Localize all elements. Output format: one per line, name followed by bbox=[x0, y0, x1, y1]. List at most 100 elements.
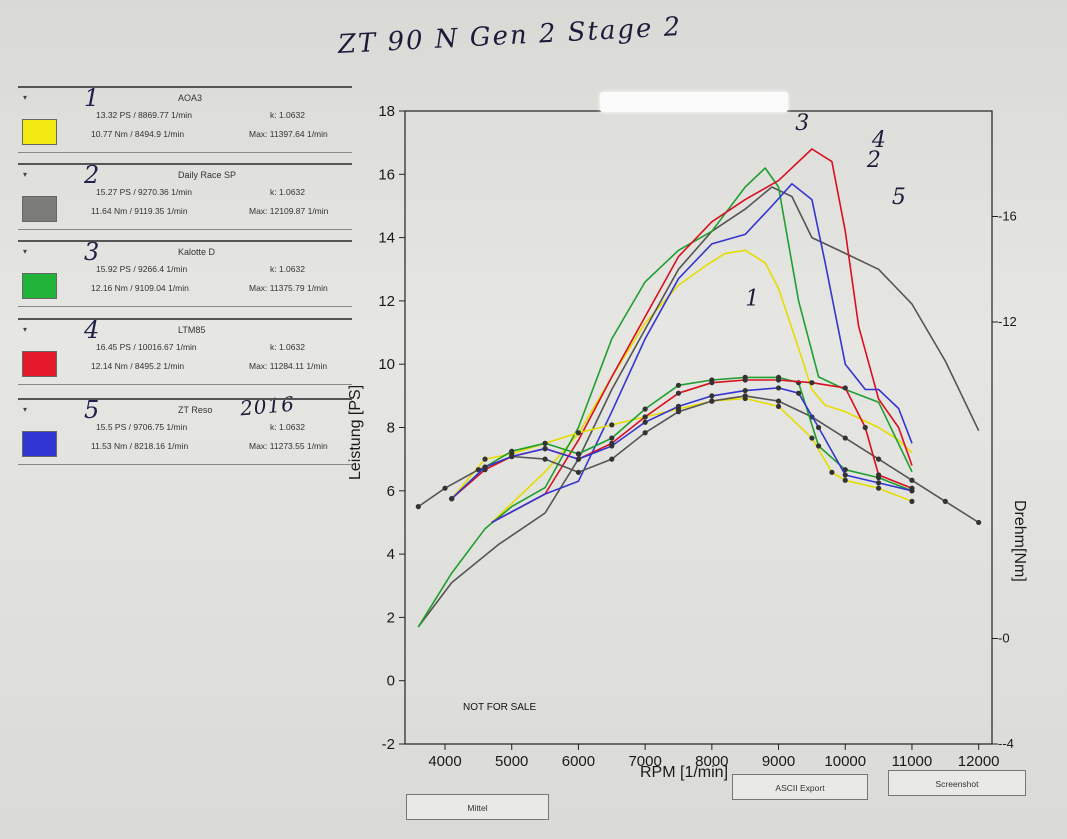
expand-toggle-icon[interactable]: ▾ bbox=[23, 170, 28, 179]
legend-panel-5[interactable]: ▾ 5 ZT Reso 15.5 PS / 9706.75 1/min k: 1… bbox=[18, 396, 352, 465]
torque-point-1 bbox=[876, 485, 882, 491]
x-tick-label: 6000 bbox=[562, 753, 595, 770]
peak-torque: 10.77 Nm / 8494.9 1/min bbox=[91, 129, 185, 139]
max-rpm: Max: 12109.87 1/min bbox=[249, 206, 329, 216]
expand-toggle-icon[interactable]: ▾ bbox=[23, 93, 28, 102]
y-tick-label: 4 bbox=[387, 546, 395, 563]
torque-point-2 bbox=[909, 477, 915, 483]
torque-point-2 bbox=[442, 485, 448, 491]
peak-power: 13.32 PS / 8869.77 1/min bbox=[96, 110, 192, 120]
legend-panel-1[interactable]: ▾ 1 AOA3 13.32 PS / 8869.77 1/min k: 1.0… bbox=[18, 84, 352, 153]
torque-point-5 bbox=[609, 443, 615, 449]
x-tick-label: 10000 bbox=[824, 753, 866, 770]
x-tick-label: 9000 bbox=[762, 753, 795, 770]
torque-point-5 bbox=[909, 488, 915, 494]
torque-point-4 bbox=[775, 377, 782, 383]
peak-power: 16.45 PS / 10016.67 1/min bbox=[96, 342, 197, 352]
y-axis-right: --4 -0 -12 -16 bbox=[992, 209, 1017, 751]
power-line-5 bbox=[491, 183, 913, 524]
max-rpm: Max: 11375.79 1/min bbox=[249, 283, 328, 293]
y2-axis-title: Drehm[Nm] bbox=[1011, 500, 1028, 582]
color-swatch[interactable] bbox=[22, 431, 57, 457]
curve-number-label: 5 bbox=[892, 185, 906, 210]
legend-panel-4[interactable]: ▾ 4 LTM85 16.45 PS / 10016.67 1/min k: 1… bbox=[18, 316, 352, 385]
torque-point-5 bbox=[815, 424, 822, 431]
peak-power: 15.27 PS / 9270.36 1/min bbox=[96, 187, 192, 197]
torque-point-3 bbox=[815, 443, 822, 449]
torque-point-3 bbox=[542, 440, 548, 446]
torque-point-2 bbox=[415, 504, 421, 510]
color-swatch[interactable] bbox=[22, 351, 57, 377]
torque-point-5 bbox=[742, 387, 748, 394]
torque-point-2 bbox=[709, 398, 715, 404]
torque-point-1 bbox=[809, 435, 815, 441]
torque-point-2 bbox=[876, 456, 882, 462]
y2-tick-label: --4 bbox=[998, 736, 1014, 751]
torque-point-5 bbox=[675, 403, 682, 409]
torque-point-3 bbox=[675, 382, 682, 388]
torque-point-2 bbox=[642, 430, 648, 436]
max-rpm: Max: 11284.11 1/min bbox=[249, 361, 328, 371]
power-line-2 bbox=[417, 186, 980, 628]
color-swatch[interactable] bbox=[22, 119, 57, 145]
torque-point-2 bbox=[842, 435, 848, 441]
panel-number: 3 bbox=[84, 238, 100, 266]
peak-power: 15.5 PS / 9706.75 1/min bbox=[96, 422, 188, 432]
y-tick-label: 0 bbox=[387, 673, 395, 690]
torque-line-3 bbox=[451, 376, 913, 500]
torque-point-4 bbox=[642, 414, 648, 420]
color-swatch[interactable] bbox=[22, 273, 57, 299]
torque-point-2 bbox=[575, 469, 582, 475]
y-axis-left: -2 0 2 4 6 8 10 12 14 16 18 bbox=[378, 103, 405, 753]
max-rpm: Max: 11273.55 1/min bbox=[249, 441, 328, 451]
expand-toggle-icon[interactable]: ▾ bbox=[23, 405, 28, 414]
torque-point-1 bbox=[842, 477, 848, 483]
run-name: Kalotte D bbox=[178, 247, 216, 257]
torque-point-4 bbox=[809, 380, 815, 386]
correction-factor: k: 1.0632 bbox=[270, 342, 305, 352]
ascii-export-button[interactable]: ASCII Export bbox=[732, 774, 868, 800]
power-line-4 bbox=[491, 148, 913, 524]
correction-factor: k: 1.0632 bbox=[270, 422, 305, 432]
run-name: Daily Race SP bbox=[178, 170, 237, 180]
power-line-3 bbox=[417, 167, 913, 628]
torque-point-2 bbox=[542, 456, 548, 462]
curve-number-label: 2 bbox=[866, 148, 881, 173]
mittel-button[interactable]: Mittel bbox=[406, 794, 549, 820]
color-swatch[interactable] bbox=[22, 196, 57, 222]
run-name: ZT Reso bbox=[178, 405, 213, 415]
expand-toggle-icon[interactable]: ▾ bbox=[23, 325, 28, 334]
y-tick-label: 2 bbox=[387, 609, 395, 626]
handwritten-curve-labels: 1 2 3 4 5 bbox=[745, 111, 906, 311]
torque-point-2 bbox=[609, 456, 615, 462]
peak-power: 15.92 PS / 9266.4 1/min bbox=[96, 264, 188, 274]
correction-factor: k: 1.0632 bbox=[270, 110, 305, 120]
x-tick-label: 12000 bbox=[958, 753, 1000, 770]
x-axis-title: RPM [1/min] bbox=[640, 764, 728, 781]
y-tick-label: 18 bbox=[378, 103, 395, 120]
panel-number: 1 bbox=[84, 84, 100, 112]
torque-point-3 bbox=[575, 451, 582, 457]
curve-number-label: 1 bbox=[745, 286, 759, 311]
y2-tick-label: -0 bbox=[998, 631, 1010, 646]
y-tick-label: -2 bbox=[382, 736, 395, 753]
x-tick-label: 11000 bbox=[892, 753, 933, 770]
legend-panel-2[interactable]: ▾ 2 Daily Race SP 15.27 PS / 9270.36 1/m… bbox=[18, 161, 352, 230]
y-tick-label: 8 bbox=[387, 420, 395, 437]
torque-point-1 bbox=[909, 498, 915, 504]
redaction-patch bbox=[600, 92, 788, 112]
screenshot-button[interactable]: Screenshot bbox=[888, 770, 1026, 796]
torque-point-4 bbox=[842, 385, 848, 391]
torque-point-5 bbox=[449, 496, 455, 502]
y-tick-label: 16 bbox=[378, 166, 395, 183]
torque-point-2 bbox=[976, 519, 982, 526]
torque-point-5 bbox=[795, 390, 802, 396]
torque-point-1 bbox=[829, 469, 835, 475]
curve-number-label: 3 bbox=[795, 111, 809, 136]
expand-toggle-icon[interactable]: ▾ bbox=[23, 247, 28, 256]
legend-panel-3[interactable]: ▾ 3 Kalotte D 15.92 PS / 9266.4 1/min k:… bbox=[18, 238, 352, 307]
power-series-group bbox=[417, 148, 980, 628]
x-tick-label: 4000 bbox=[428, 753, 461, 770]
torque-point-4 bbox=[862, 424, 868, 431]
max-rpm: Max: 11397.64 1/min bbox=[249, 129, 328, 139]
